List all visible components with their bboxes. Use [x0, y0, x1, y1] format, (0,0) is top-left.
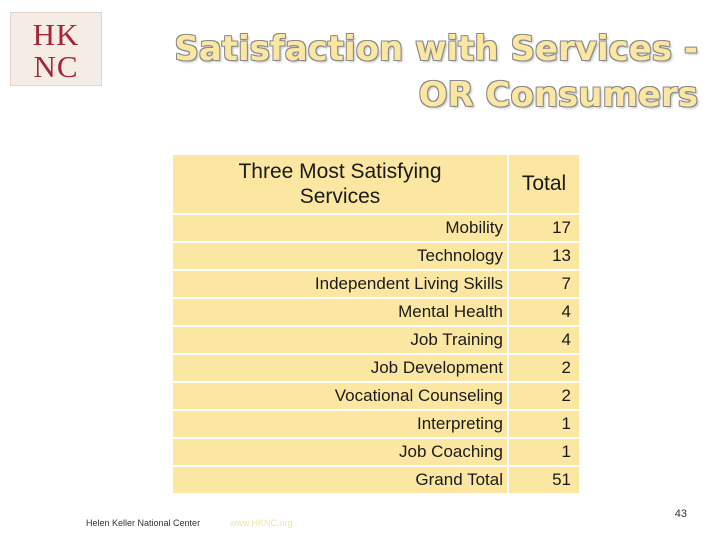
grand-total-label: Grand Total	[173, 467, 507, 493]
total-cell: 4	[509, 327, 579, 353]
service-cell: Mental Health	[173, 299, 507, 325]
slide-title: Satisfaction with Services - OR Consumer…	[98, 26, 698, 118]
table-row: Interpreting 1	[173, 411, 579, 437]
total-cell: 4	[509, 299, 579, 325]
table-row: Independent Living Skills 7	[173, 271, 579, 297]
column-header-total: Total	[509, 155, 579, 213]
total-cell: 1	[509, 411, 579, 437]
page-number: 43	[674, 508, 687, 520]
table-row: Technology 13	[173, 243, 579, 269]
table-header-row: Three Most Satisfying Services Total	[173, 155, 579, 213]
service-cell: Independent Living Skills	[173, 271, 507, 297]
service-cell: Interpreting	[173, 411, 507, 437]
logo-text-top: HK	[32, 17, 80, 52]
grand-total-row: Grand Total 51	[173, 467, 579, 493]
services-table: Three Most Satisfying Services Total Mob…	[173, 155, 579, 495]
logo-text-bottom: NC	[33, 49, 79, 84]
table-row: Job Training 4	[173, 327, 579, 353]
footer-organization: Helen Keller National Center	[86, 518, 201, 528]
column-header-service: Three Most Satisfying Services	[173, 155, 507, 213]
grand-total-value: 51	[509, 467, 579, 493]
service-cell: Vocational Counseling	[173, 383, 507, 409]
total-cell: 2	[509, 355, 579, 381]
total-cell: 13	[509, 243, 579, 269]
total-cell: 7	[509, 271, 579, 297]
service-cell: Technology	[173, 243, 507, 269]
slide-title-line-1: Satisfaction with Services -	[174, 29, 698, 69]
service-cell: Job Training	[173, 327, 507, 353]
hknc-logo: HK NC	[10, 12, 102, 86]
table-row: Job Coaching 1	[173, 439, 579, 465]
slide-title-line-2: OR Consumers	[418, 75, 698, 115]
service-cell: Job Coaching	[173, 439, 507, 465]
service-cell: Mobility	[173, 215, 507, 241]
table-row: Vocational Counseling 2	[173, 383, 579, 409]
total-cell: 2	[509, 383, 579, 409]
table-row: Mobility 17	[173, 215, 579, 241]
footer-website-link[interactable]: www.HKNC.org	[230, 518, 293, 528]
table-row: Job Development 2	[173, 355, 579, 381]
service-cell: Job Development	[173, 355, 507, 381]
table-row: Mental Health 4	[173, 299, 579, 325]
total-cell: 1	[509, 439, 579, 465]
total-cell: 17	[509, 215, 579, 241]
